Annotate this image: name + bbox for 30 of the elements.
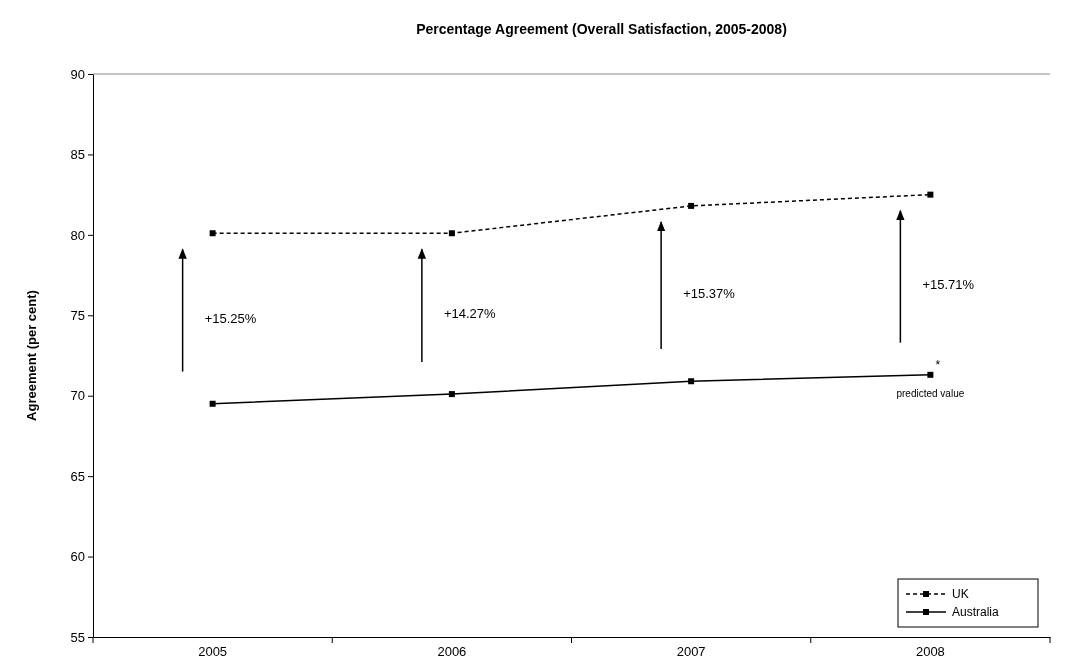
- y-tick-label: 60: [70, 549, 85, 565]
- point: [927, 371, 934, 378]
- y-tick-label: 90: [70, 66, 85, 82]
- annotation: +14.27%: [443, 305, 496, 321]
- annotation: +15.37%: [683, 285, 736, 301]
- point: [688, 202, 695, 209]
- x-tick-label: 2008: [915, 644, 945, 660]
- y-tick-label: 70: [70, 388, 85, 404]
- y-tick-label: 85: [70, 147, 85, 163]
- y-tick-label: 55: [70, 629, 85, 645]
- legend-label: UK: [952, 587, 969, 601]
- annotation: +15.25%: [204, 310, 257, 326]
- annotation: *: [935, 357, 941, 372]
- annotation: predicted value: [896, 387, 965, 399]
- y-tick-label: 80: [70, 227, 85, 243]
- y-tick-label: 65: [70, 468, 85, 484]
- point: [927, 191, 934, 198]
- point: [448, 230, 455, 237]
- y-tick-label: 75: [70, 307, 85, 323]
- y-axis-title: Agreement (per cent): [24, 290, 39, 421]
- point: [209, 400, 216, 407]
- chart-title: Percentage Agreement (Overall Satisfaction, 2005-2008): [416, 21, 787, 37]
- x-tick-label: 2006: [437, 644, 467, 660]
- x-tick-label: 2005: [198, 644, 228, 660]
- point: [688, 378, 695, 385]
- annotation: +15.71%: [922, 276, 975, 292]
- point: [448, 391, 455, 398]
- point: [209, 230, 216, 237]
- legend-label: Australia: [952, 605, 1000, 619]
- x-tick-label: 2007: [676, 644, 706, 660]
